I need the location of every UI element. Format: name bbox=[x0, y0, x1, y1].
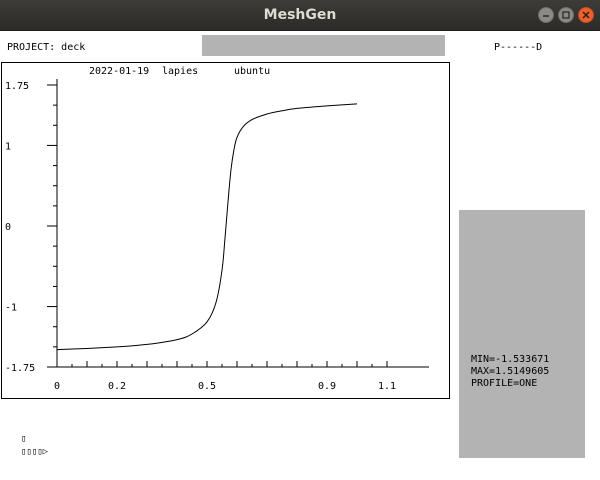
profile-chart: 1.75 1 0 -1 -1.75 0 0.2 0.5 0.9 1.1 bbox=[5, 79, 429, 392]
close-button[interactable] bbox=[578, 7, 594, 23]
plot-area: 2022-01-19 lapies ubuntu 1.75 1 0 -1 -1.75 0 0… bbox=[1, 62, 450, 399]
console-cursor: ▯ bbox=[21, 434, 27, 444]
x-tick-label: 0.5 bbox=[198, 381, 216, 392]
y-tick-label: 1.75 bbox=[5, 81, 29, 92]
x-tick-label: 0.2 bbox=[108, 381, 126, 392]
progress-fill bbox=[202, 35, 445, 56]
max-value: MAX=1.5149605 bbox=[471, 366, 550, 377]
x-tick-label: 0 bbox=[54, 381, 60, 392]
x-tick-label: 0.9 bbox=[318, 381, 336, 392]
y-tick-label: 1 bbox=[5, 141, 11, 152]
console-prompt[interactable]: ▯▯▯▯▷ bbox=[21, 447, 49, 457]
maximize-icon bbox=[562, 11, 570, 19]
stats-panel: MIN=-1.533671 MAX=1.5149605 PROFILE=ONE bbox=[459, 210, 585, 458]
maximize-button[interactable] bbox=[558, 7, 574, 23]
min-value: MIN=-1.533671 bbox=[471, 354, 550, 365]
window-title: MeshGen bbox=[263, 7, 337, 23]
project-label: PROJECT: deck bbox=[7, 42, 86, 53]
profile-line bbox=[56, 103, 358, 351]
plot-caption-date: 2022-01-19 bbox=[89, 66, 150, 77]
progress-bar bbox=[202, 35, 445, 56]
close-icon bbox=[582, 11, 590, 19]
profile-value: PROFILE=ONE bbox=[471, 378, 538, 389]
y-tick-label: 0 bbox=[5, 222, 11, 233]
minimize-icon bbox=[543, 15, 549, 17]
status-indicator: P------D bbox=[494, 42, 543, 53]
y-tick-label: -1 bbox=[5, 303, 17, 314]
plot-caption-user: lapies bbox=[162, 66, 199, 77]
plot-caption-host: ubuntu bbox=[234, 66, 271, 77]
window-titlebar: MeshGen bbox=[0, 0, 600, 31]
minimize-button[interactable] bbox=[538, 7, 554, 23]
x-tick-label: 1.1 bbox=[378, 381, 396, 392]
y-tick-label: -1.75 bbox=[5, 363, 35, 374]
